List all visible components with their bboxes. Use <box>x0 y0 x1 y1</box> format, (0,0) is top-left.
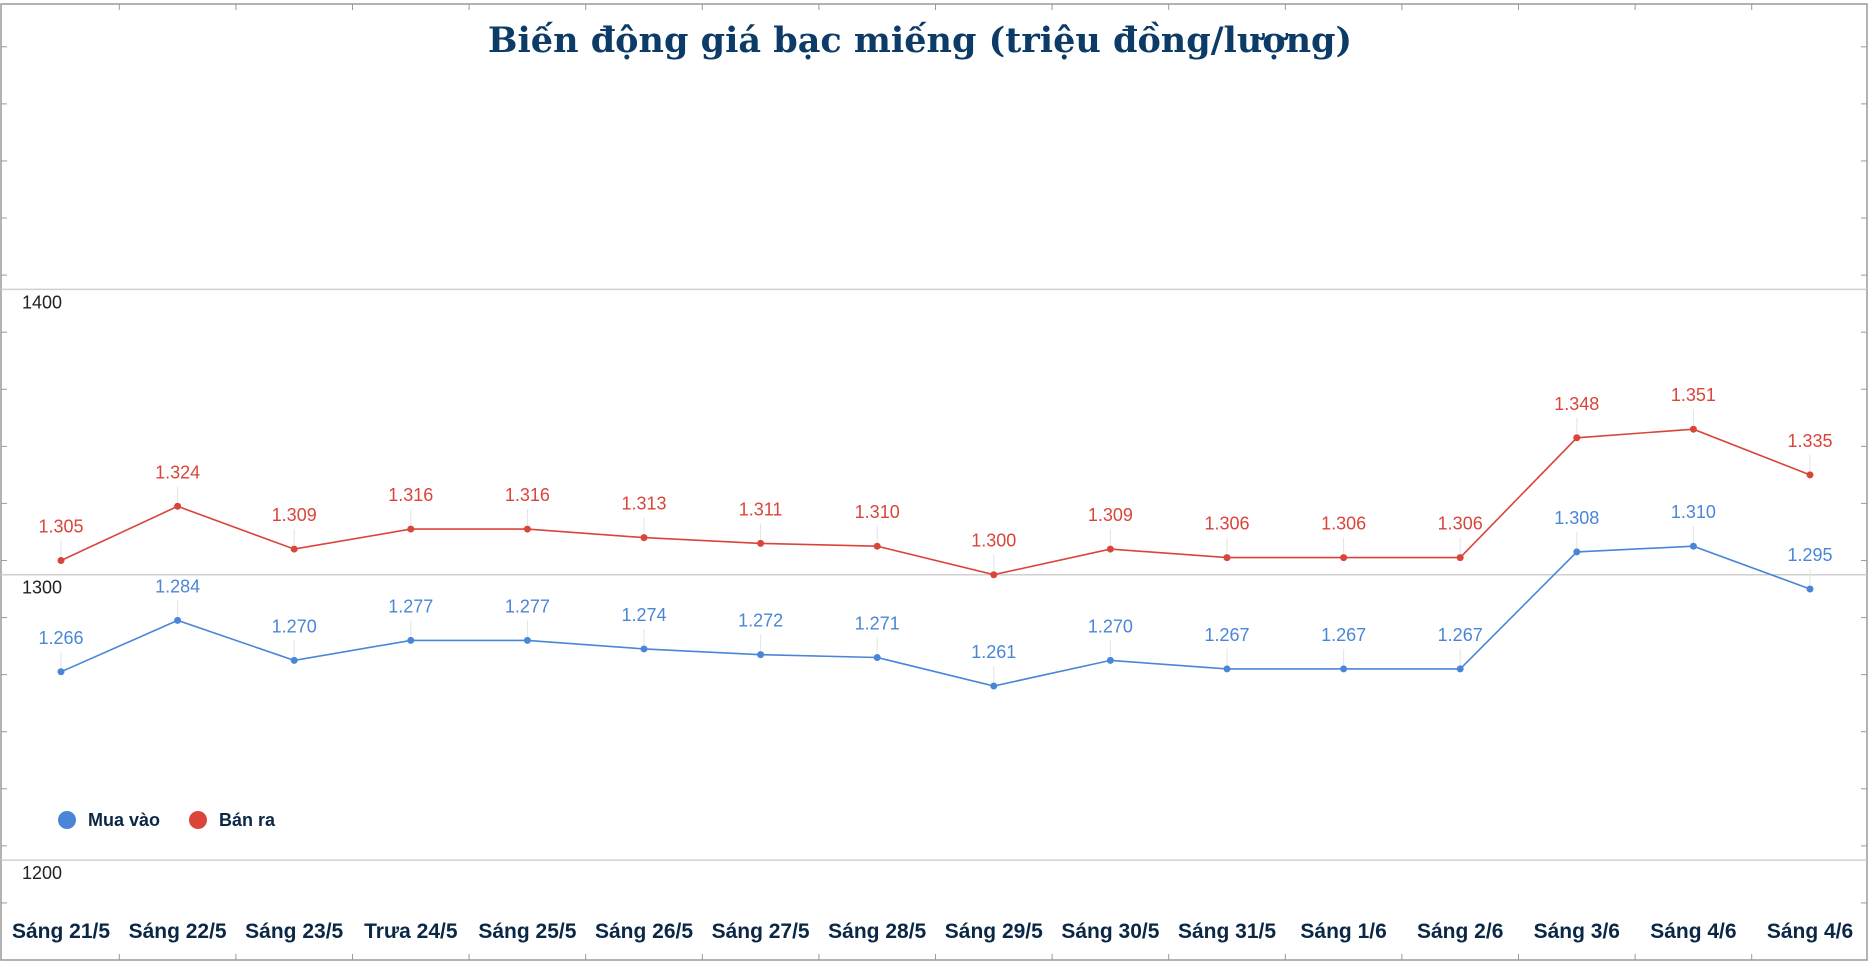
series-line-buy <box>60 545 1811 687</box>
y-tick-label: 1200 <box>22 863 62 883</box>
data-point-buy <box>873 654 881 662</box>
data-point-sell <box>1106 545 1114 553</box>
y-axis-tick-labels: 1200 1300 1400 <box>22 292 62 883</box>
data-label-buy: 1.295 <box>1787 545 1832 565</box>
data-point-sell <box>990 571 998 579</box>
data-point-sell <box>57 556 65 564</box>
data-label-sell: 1.348 <box>1554 394 1599 414</box>
data-label-sell: 1.306 <box>1204 514 1249 534</box>
data-label-buy: 1.270 <box>1088 616 1133 636</box>
x-tick-label: Sáng 28/5 <box>828 920 926 943</box>
data-label-buy: 1.266 <box>38 628 83 648</box>
data-label-sell: 1.316 <box>505 485 550 505</box>
data-point-buy <box>640 645 648 653</box>
data-point-buy <box>407 636 415 644</box>
data-point-buy <box>174 616 182 624</box>
data-point-sell <box>757 539 765 547</box>
data-point-sell <box>407 525 415 533</box>
data-label-buy: 1.308 <box>1554 508 1599 528</box>
data-label-sell: 1.311 <box>739 499 783 519</box>
x-tick-label: Sáng 22/5 <box>129 920 227 943</box>
data-label-buy: 1.284 <box>155 576 200 596</box>
data-point-sell <box>1223 554 1231 562</box>
x-tick-label: Sáng 3/6 <box>1534 920 1620 943</box>
x-tick-label: Sáng 4/6 <box>1767 920 1853 943</box>
data-label-buy: 1.267 <box>1204 625 1249 645</box>
data-label-sell: 1.310 <box>855 502 900 522</box>
data-point-sell <box>873 542 881 550</box>
x-tick-label: Sáng 31/5 <box>1178 920 1276 943</box>
data-point-buy <box>1106 656 1114 664</box>
y-tick-label: 1400 <box>22 292 62 312</box>
x-tick-label: Sáng 29/5 <box>945 920 1043 943</box>
data-point-buy <box>57 668 65 676</box>
data-point-buy <box>1573 548 1581 556</box>
data-label-buy: 1.267 <box>1321 625 1366 645</box>
data-label-buy: 1.310 <box>1671 502 1716 522</box>
data-point-buy <box>1689 542 1697 550</box>
data-point-buy <box>990 682 998 690</box>
x-tick-label: Sáng 30/5 <box>1061 920 1159 943</box>
x-tick-label: Sáng 2/6 <box>1417 920 1503 943</box>
data-point-buy <box>1223 665 1231 673</box>
grid-lines <box>1 288 1867 861</box>
data-label-sell: 1.300 <box>971 531 1016 551</box>
x-tick-label: Sáng 26/5 <box>595 920 693 943</box>
data-label-buy: 1.271 <box>855 614 900 634</box>
data-point-sell <box>1456 554 1464 562</box>
x-tick-label: Sáng 1/6 <box>1300 920 1386 943</box>
legend-marker-buy <box>58 811 76 829</box>
y-tick-label: 1300 <box>22 578 62 598</box>
legend: Mua vào Bán ra <box>58 810 276 830</box>
x-tick-label: Sáng 25/5 <box>478 920 576 943</box>
x-tick-label: Sáng 27/5 <box>712 920 810 943</box>
x-tick-label: Sáng 23/5 <box>245 920 343 943</box>
x-tick-label: Sáng 21/5 <box>12 920 110 943</box>
data-point-buy <box>1340 665 1348 673</box>
data-point-sell <box>1689 425 1697 433</box>
data-point-buy <box>523 636 531 644</box>
data-label-sell: 1.309 <box>1088 505 1133 525</box>
legend-label-buy: Mua vào <box>88 810 160 830</box>
data-point-sell <box>290 545 298 553</box>
data-label-sell: 1.316 <box>388 485 433 505</box>
data-point-sell <box>174 502 182 510</box>
data-point-sell <box>1806 471 1814 479</box>
data-label-buy: 1.270 <box>272 616 317 636</box>
x-axis-tick-labels: Sáng 21/5 Sáng 22/5 Sáng 23/5 Trưa 24/5 Sáng… <box>12 920 1853 943</box>
legend-marker-sell <box>189 811 207 829</box>
data-label-buy: 1.277 <box>505 596 550 616</box>
data-label-sell: 1.306 <box>1438 514 1483 534</box>
data-label-sell: 1.313 <box>621 494 666 514</box>
series-line-sell <box>60 428 1811 576</box>
data-label-buy: 1.272 <box>738 611 783 631</box>
data-label-buy: 1.261 <box>971 642 1016 662</box>
data-label-sell: 1.305 <box>38 516 83 536</box>
data-point-sell <box>523 525 531 533</box>
data-point-buy <box>1806 585 1814 593</box>
data-label-sell: 1.306 <box>1321 514 1366 534</box>
series-lines: 1.266 1.284 1.270 1.277 1.277 1.274 1.272 1.271… <box>38 385 1833 690</box>
data-label-sell: 1.309 <box>272 505 317 525</box>
data-label-sell: 1.351 <box>1671 385 1716 405</box>
data-point-buy <box>290 656 298 664</box>
chart-frame <box>0 3 1868 961</box>
data-point-sell <box>1573 434 1581 442</box>
data-point-sell <box>1340 554 1348 562</box>
data-label-buy: 1.274 <box>621 605 666 625</box>
data-label-buy: 1.277 <box>388 596 433 616</box>
frame-tick-marks <box>1 4 1867 961</box>
data-point-buy <box>757 651 765 659</box>
data-label-buy: 1.267 <box>1438 625 1483 645</box>
data-label-sell: 1.324 <box>155 462 200 482</box>
x-tick-label: Sáng 4/6 <box>1650 920 1736 943</box>
legend-label-sell: Bán ra <box>219 810 276 830</box>
chart-title: Biến động giá bạc miếng (triệu đồng/lượn… <box>488 20 1352 61</box>
data-point-sell <box>640 534 648 542</box>
data-label-sell: 1.335 <box>1787 431 1832 451</box>
data-point-buy <box>1456 665 1464 673</box>
x-tick-label: Trưa 24/5 <box>364 920 458 943</box>
